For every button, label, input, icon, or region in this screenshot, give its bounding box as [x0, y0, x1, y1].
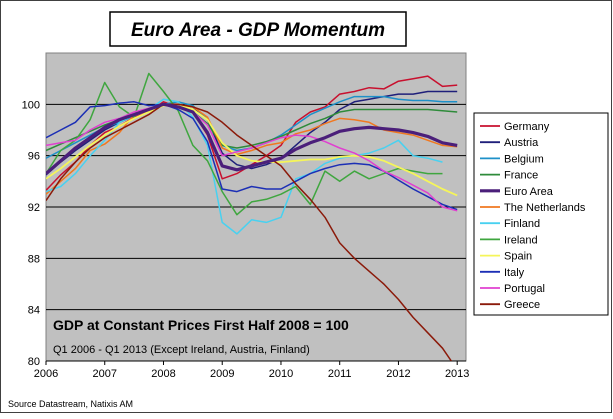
- series-line-spain: [46, 103, 458, 197]
- series-line-italy: [46, 101, 458, 211]
- x-tick-label: 2011: [328, 368, 352, 380]
- legend-label: Italy: [504, 267, 525, 279]
- legend-label: Finland: [504, 218, 540, 230]
- series-line-greece: [46, 103, 452, 361]
- y-tick-label: 100: [22, 99, 40, 111]
- series-line-euro-area: [46, 102, 458, 175]
- y-tick-label: 80: [28, 356, 40, 368]
- series-line-ireland: [46, 72, 443, 216]
- x-tick-label: 2009: [210, 368, 234, 380]
- annotation-sub: Q1 2006 - Q1 2013 (Except Ireland, Austr…: [53, 344, 310, 356]
- y-tick-label: 92: [28, 202, 40, 214]
- legend-label: The Netherlands: [504, 202, 586, 214]
- series-line-portugal: [46, 103, 458, 212]
- x-tick-label: 2008: [151, 368, 175, 380]
- title-box: [109, 11, 407, 47]
- chart-title: Euro Area - GDP Momentum: [131, 20, 385, 41]
- y-tick-label: 88: [28, 253, 40, 265]
- legend-label: Germany: [504, 121, 550, 133]
- legend-label: Euro Area: [504, 186, 554, 198]
- x-tick-label: 2006: [34, 368, 58, 380]
- legend: Germany Austria Belgium France Euro Area The …: [480, 121, 586, 311]
- legend-label: France: [504, 170, 538, 182]
- x-axis: 2006 2007 2008 2009 2010 2011 2012 2013: [34, 361, 469, 380]
- y-tick-label: 84: [28, 305, 40, 317]
- legend-box: [473, 112, 609, 316]
- annotation-main: GDP at Constant Prices First Half 2008 =…: [53, 317, 349, 333]
- y-axis: 80 84 88 92 96 100: [22, 99, 40, 368]
- x-tick-label: 2012: [386, 368, 410, 380]
- legend-label: Greece: [504, 299, 540, 311]
- legend-label: Ireland: [504, 234, 538, 246]
- x-tick-label: 2007: [92, 368, 116, 380]
- x-tick-label: 2013: [445, 368, 469, 380]
- series-lines: [46, 72, 458, 361]
- y-tick-label: 96: [28, 151, 40, 163]
- legend-label: Belgium: [504, 153, 544, 165]
- series-line-the-netherlands: [46, 103, 458, 195]
- source-note: Source Datastream, Natixis AM: [8, 399, 133, 409]
- legend-label: Austria: [504, 137, 539, 149]
- x-tick-label: 2010: [269, 368, 293, 380]
- legend-label: Spain: [504, 251, 532, 263]
- legend-label: Portugal: [504, 283, 545, 295]
- series-line-austria: [46, 90, 458, 176]
